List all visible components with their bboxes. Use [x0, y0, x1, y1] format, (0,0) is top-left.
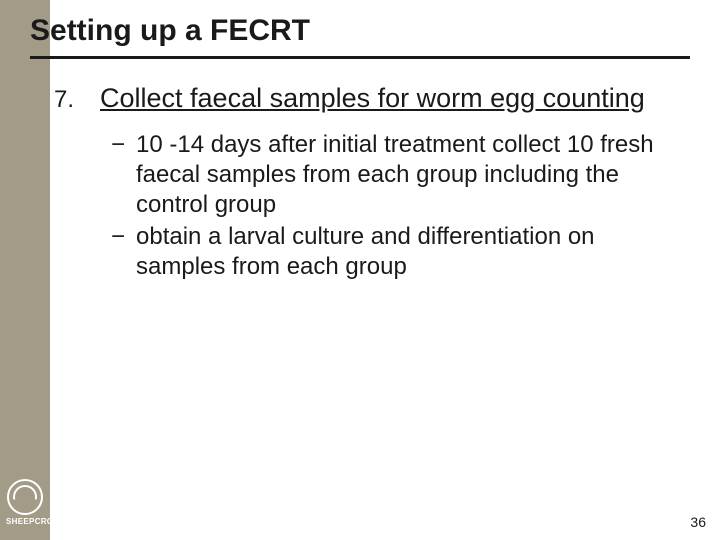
dash-icon: − [100, 222, 136, 252]
page-number: 36 [690, 514, 706, 530]
title-underline [30, 56, 690, 59]
logo-icon [7, 479, 43, 515]
sub-item-text: obtain a larval culture and differentiat… [136, 222, 674, 282]
sidebar-accent [0, 0, 50, 540]
sub-list: − 10 -14 days after initial treatment co… [100, 130, 674, 282]
sub-item: − obtain a larval culture and differenti… [100, 222, 674, 282]
content: 7. Collect faecal samples for worm egg c… [54, 82, 674, 284]
sub-item-text: 10 -14 days after initial treatment coll… [136, 130, 674, 220]
list-item: 7. Collect faecal samples for worm egg c… [54, 82, 674, 116]
sub-item: − 10 -14 days after initial treatment co… [100, 130, 674, 220]
logo: SHEEPCRC [6, 479, 44, 526]
title-block: Setting up a FECRT [30, 14, 310, 48]
slide: Setting up a FECRT 7. Collect faecal sam… [0, 0, 720, 540]
item-heading: Collect faecal samples for worm egg coun… [100, 82, 645, 116]
dash-icon: − [100, 130, 136, 160]
item-number: 7. [54, 82, 100, 114]
slide-title: Setting up a FECRT [30, 14, 310, 48]
logo-label: SHEEPCRC [6, 517, 44, 526]
